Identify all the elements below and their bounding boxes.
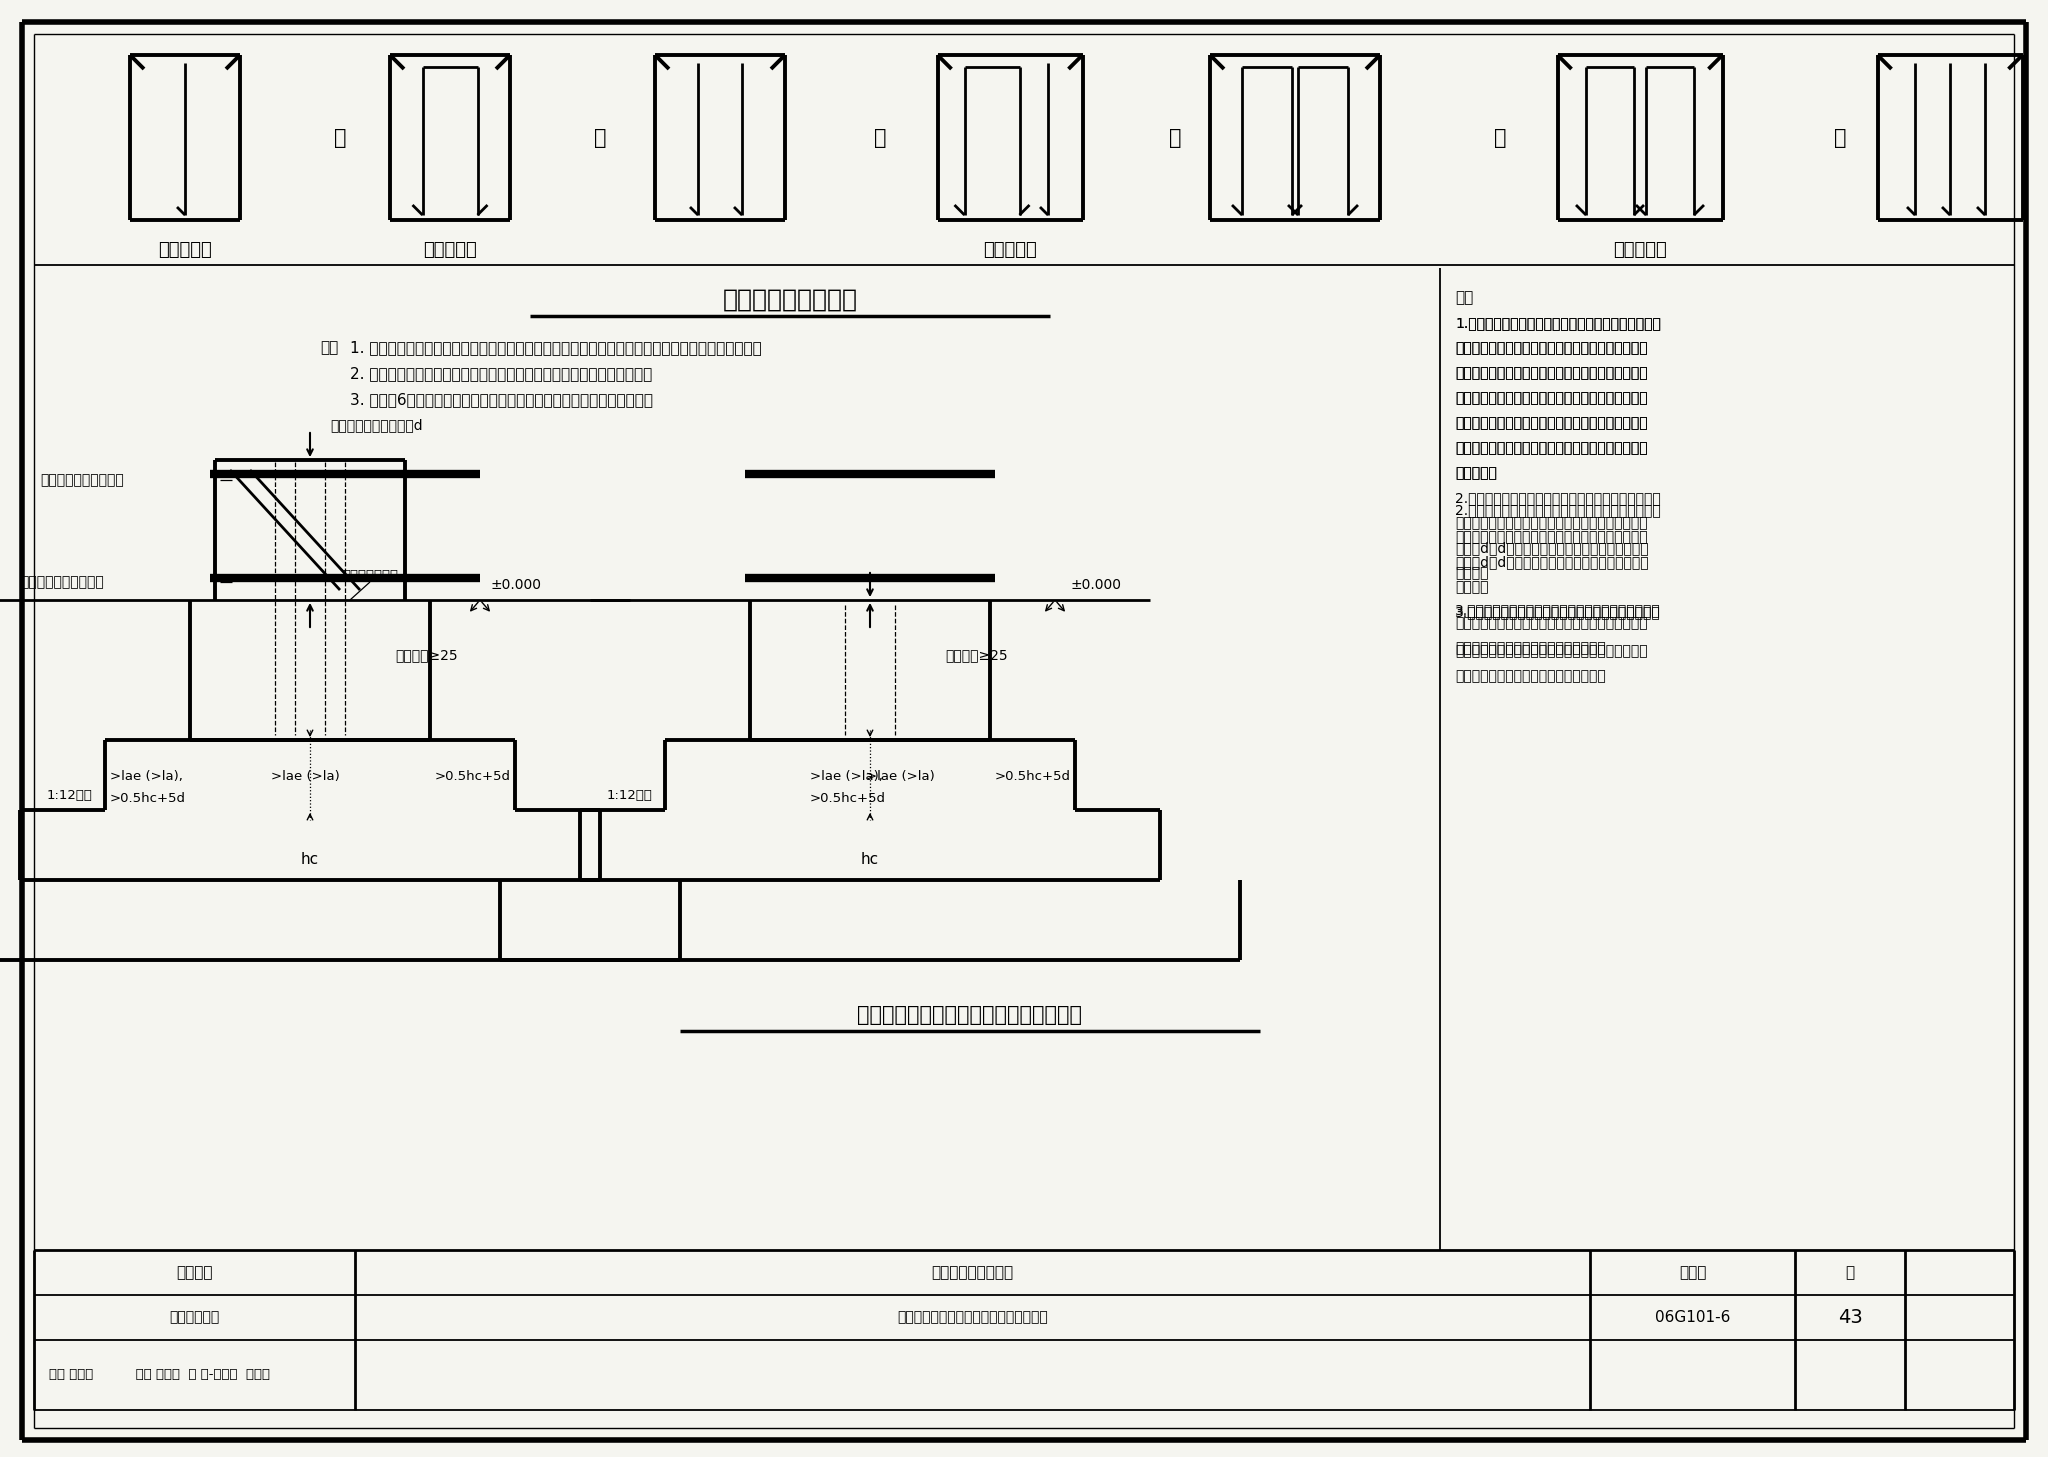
Text: 框架梁按设计标高，将另一向地下框架梁项的设计标: 框架梁按设计标高，将另一向地下框架梁项的设计标: [1454, 530, 1649, 543]
Text: 06G101-6: 06G101-6: [1655, 1310, 1731, 1324]
Text: ±0.000: ±0.000: [1069, 578, 1120, 592]
Text: 框架梁的上部纵筋均通过支座、下部纵筋均锚入支座: 框架梁的上部纵筋均通过支座、下部纵筋均锚入支座: [1454, 341, 1649, 356]
Text: 高降低d（d为相交叉地下框架梁的纵筋直径）后进: 高降低d（d为相交叉地下框架梁的纵筋直径）后进: [1454, 541, 1649, 555]
Text: >0.5hc+5d: >0.5hc+5d: [111, 793, 186, 806]
Text: 标准构造详图: 标准构造详图: [170, 1310, 219, 1324]
Text: 行施工。: 行施工。: [1454, 565, 1489, 580]
Text: 注：: 注：: [1454, 290, 1473, 305]
Text: 入支座，实现与对面来筋的非接触锚固。: 入支座，实现与对面来筋的非接触锚固。: [1454, 669, 1606, 683]
Text: 1:12斜度: 1:12斜度: [47, 790, 92, 801]
Text: 另一方向的梁整体降低d: 另一方向的梁整体降低d: [330, 418, 422, 431]
Text: 1. 基础梁截面纵筋外围应采用封闭箍筋，当为多肢复合箍筋时，其截面内箍可采用开口箍或封闭箍。: 1. 基础梁截面纵筋外围应采用封闭箍筋，当为多肢复合箍筋时，其截面内箍可采用开口…: [350, 339, 762, 356]
Text: 另一方向的梁下部钢筋: 另一方向的梁下部钢筋: [20, 576, 104, 589]
Text: （五肢箍）: （五肢箍）: [983, 240, 1036, 259]
Text: 另一方向的梁上部钢筋: 另一方向的梁上部钢筋: [41, 474, 123, 487]
Text: >lae (>la),: >lae (>la),: [111, 769, 182, 782]
Text: 框架梁按设计标高，将另一向地下框架梁项的设计标: 框架梁按设计标高，将另一向地下框架梁项的设计标: [1454, 516, 1649, 530]
Text: 并易于保证节点部位钢筋混凝土的浇筑质量所采取的: 并易于保证节点部位钢筋混凝土的浇筑质量所采取的: [1454, 441, 1649, 455]
Text: hc: hc: [860, 852, 879, 867]
Text: 1.等高地下框架梁支座锚固与交叉构造，是在两向地下: 1.等高地下框架梁支座锚固与交叉构造，是在两向地下: [1454, 316, 1661, 329]
Text: 43: 43: [1837, 1308, 1862, 1327]
Text: >lae (>la),: >lae (>la),: [811, 769, 883, 782]
Text: （三肢箍）: （三肢箍）: [158, 240, 211, 259]
Text: 第二部分: 第二部分: [176, 1265, 213, 1281]
Text: 或: 或: [594, 128, 606, 147]
Text: 并易于保证节点部位钢筋混凝土的浇筑质量所采取的: 并易于保证节点部位钢筋混凝土的浇筑质量所采取的: [1454, 441, 1649, 455]
Text: 页: 页: [1845, 1265, 1855, 1281]
Text: >0.5hc+5d: >0.5hc+5d: [434, 769, 512, 782]
Text: 既能顺通交叉又避免出现平行接触钢筋的情况，以保: 既能顺通交叉又避免出现平行接触钢筋的情况，以保: [1454, 390, 1649, 405]
Text: 或: 或: [1833, 128, 1845, 147]
Text: 基础梁箍筋复合方式: 基础梁箍筋复合方式: [932, 1265, 1014, 1281]
Text: 的情况下，为保证上部双向纵筋顺通交叉、下部纵筋: 的情况下，为保证上部双向纵筋顺通交叉、下部纵筋: [1454, 366, 1649, 380]
Text: 构造措施。: 构造措施。: [1454, 466, 1497, 479]
Text: hc: hc: [301, 852, 319, 867]
Text: 2.当两向地下框架梁采用等高截面时，可任选一向地下: 2.当两向地下框架梁采用等高截面时，可任选一向地下: [1454, 503, 1661, 517]
Text: 2.当两向地下框架梁采用等高截面时，可任选一向地下: 2.当两向地下框架梁采用等高截面时，可任选一向地下: [1454, 491, 1661, 506]
Text: ±0.000: ±0.000: [489, 578, 541, 592]
Text: 审核 陈幼楠          校对 刘其祥  制 基-琛设计  陈青来: 审核 陈幼楠 校对 刘其祥 制 基-琛设计 陈青来: [49, 1368, 270, 1381]
Text: 证节点内相邻钢筋各方向的净距均能满足规范要求，: 证节点内相邻钢筋各方向的净距均能满足规范要求，: [1454, 417, 1649, 430]
Text: 高降低d（d为相交叉地下框架梁的纵筋直径）后进: 高降低d（d为相交叉地下框架梁的纵筋直径）后进: [1454, 555, 1649, 570]
Text: （四肢箍）: （四肢箍）: [424, 240, 477, 259]
Text: >lae (>la): >lae (>la): [270, 769, 340, 782]
Text: 基础梁箍筋复合方式: 基础梁箍筋复合方式: [723, 288, 858, 312]
Text: >0.5hc+5d: >0.5hc+5d: [811, 793, 887, 806]
Text: 注：: 注：: [319, 339, 338, 356]
Text: 1.等高地下框架梁支座锚固与交叉构造，是在两向地下: 1.等高地下框架梁支座锚固与交叉构造，是在两向地下: [1454, 316, 1661, 329]
Text: >0.5hc+5d: >0.5hc+5d: [995, 769, 1071, 782]
Text: 等高地下框架梁中间支座锚固与交叉构造: 等高地下框架梁中间支座锚固与交叉构造: [858, 1005, 1083, 1026]
Text: 入支座，实现与对面来筋的非接触锚固。: 入支座，实现与对面来筋的非接触锚固。: [1454, 641, 1606, 656]
Text: 既能顺通交叉又避免出现平行接触钢筋的情况，以保: 既能顺通交叉又避免出现平行接触钢筋的情况，以保: [1454, 390, 1649, 405]
Text: 行施工。: 行施工。: [1454, 580, 1489, 594]
Text: 3. 当多于6肢箍时，偶数肢增加小开口箍或小套箍，奇数肢加一单肢箍。: 3. 当多于6肢箍时，偶数肢增加小开口箍或小套箍，奇数肢加一单肢箍。: [350, 392, 653, 407]
Text: 1:12斜度: 1:12斜度: [606, 790, 653, 801]
Text: 构造措施。: 构造措施。: [1454, 466, 1497, 479]
Text: 的情况下，为保证上部双向纵筋顺通交叉、下部纵筋: 的情况下，为保证上部双向纵筋顺通交叉、下部纵筋: [1454, 366, 1649, 380]
Text: 或: 或: [1169, 128, 1182, 147]
Text: 垂直净距≥25: 垂直净距≥25: [395, 648, 457, 661]
Text: 地下框架梁顶面: 地下框架梁顶面: [342, 570, 397, 581]
Text: 框架梁的上部纵筋均通过支座、下部纵筋均锚入支座: 框架梁的上部纵筋均通过支座、下部纵筋均锚入支座: [1454, 341, 1649, 356]
Text: 2. 封闭箍的弯钩可在四角的任何部位，开口箍的弯钩宜设在基础底板内。: 2. 封闭箍的弯钩可在四角的任何部位，开口箍的弯钩宜设在基础底板内。: [350, 366, 651, 380]
Text: 钢筋中心线相对时，按图于搭柱一边的纵筋微弯起伸: 钢筋中心线相对时，按图于搭柱一边的纵筋微弯起伸: [1454, 644, 1649, 659]
Text: 钢筋中心线相对时，按图于搭柱一边的纵筋微弯起伸: 钢筋中心线相对时，按图于搭柱一边的纵筋微弯起伸: [1454, 616, 1649, 629]
Text: 或: 或: [1493, 128, 1505, 147]
Text: >lae (>la): >lae (>la): [866, 769, 934, 782]
Text: 等高地下框架梁中间支座锚固与交叉构造: 等高地下框架梁中间支座锚固与交叉构造: [897, 1310, 1049, 1324]
Text: （六肢箍）: （六肢箍）: [1614, 240, 1667, 259]
Text: 证节点内相邻钢筋各方向的净距均能满足规范要求，: 证节点内相邻钢筋各方向的净距均能满足规范要求，: [1454, 417, 1649, 430]
Text: 垂直净距≥25: 垂直净距≥25: [944, 648, 1008, 661]
Text: 或: 或: [874, 128, 887, 147]
Text: 3.当柱两边的地下框架梁下部纵筋相对伸入支座锚固且: 3.当柱两边的地下框架梁下部纵筋相对伸入支座锚固且: [1454, 603, 1661, 616]
Text: 或: 或: [334, 128, 346, 147]
Text: 3.当柱两边的地下框架梁下部纵筋相对伸入支座锚固且: 3.当柱两边的地下框架梁下部纵筋相对伸入支座锚固且: [1454, 605, 1661, 619]
Text: 图集号: 图集号: [1679, 1265, 1706, 1281]
